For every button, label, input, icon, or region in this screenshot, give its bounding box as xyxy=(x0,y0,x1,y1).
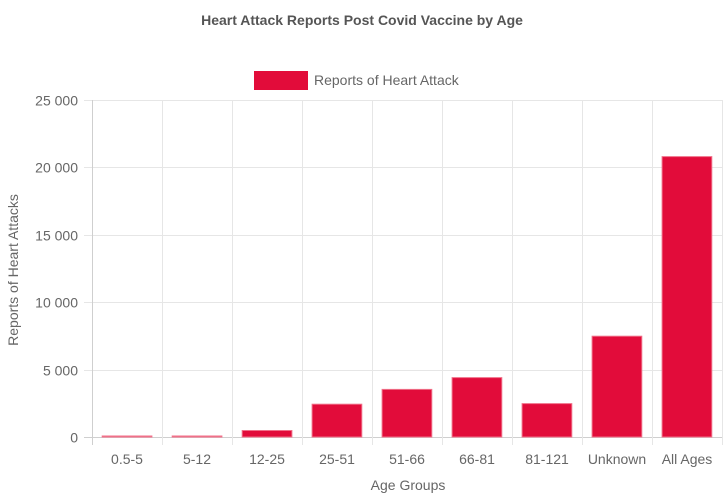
bar[interactable] xyxy=(591,335,643,438)
bar[interactable] xyxy=(311,403,363,438)
chart-title: Heart Attack Reports Post Covid Vaccine … xyxy=(201,12,523,28)
bar[interactable] xyxy=(521,403,573,438)
bar[interactable] xyxy=(241,430,293,438)
bars xyxy=(101,156,713,438)
x-axis-ticks: 0.5-5 5-12 12-25 25-51 51-66 66-81 81-121 Unkno… xyxy=(111,451,712,467)
y-tick-label: 20 000 xyxy=(35,160,78,176)
legend-swatch xyxy=(254,71,308,90)
bar[interactable] xyxy=(451,377,503,438)
x-tick-label: All Ages xyxy=(662,451,713,467)
x-tick-label: 25-51 xyxy=(319,451,355,467)
legend-label: Reports of Heart Attack xyxy=(314,72,460,88)
x-tick-label: 12-25 xyxy=(249,451,285,467)
y-tick-label: 15 000 xyxy=(35,228,78,244)
bar[interactable] xyxy=(661,156,713,438)
y-tick-label: 5 000 xyxy=(43,363,78,379)
bar[interactable] xyxy=(171,435,223,438)
x-tick-label: Unknown xyxy=(588,451,646,467)
y-axis-ticks: 25 000 20 000 15 000 10 000 5 000 0 xyxy=(35,93,78,446)
x-tick-label: 0.5-5 xyxy=(111,451,143,467)
bar[interactable] xyxy=(381,388,433,438)
x-axis-title: Age Groups xyxy=(371,477,446,493)
x-tick-label: 5-12 xyxy=(183,451,211,467)
x-tick-label: 81-121 xyxy=(525,451,569,467)
y-tick-label: 0 xyxy=(70,430,78,446)
x-tick-label: 66-81 xyxy=(459,451,495,467)
y-axis-title: Reports of Heart Attacks xyxy=(5,194,21,346)
bar[interactable] xyxy=(101,435,153,438)
y-tick-label: 25 000 xyxy=(35,93,78,109)
y-tick-label: 10 000 xyxy=(35,295,78,311)
x-tick-label: 51-66 xyxy=(389,451,425,467)
legend[interactable]: Reports of Heart Attack xyxy=(254,71,460,90)
